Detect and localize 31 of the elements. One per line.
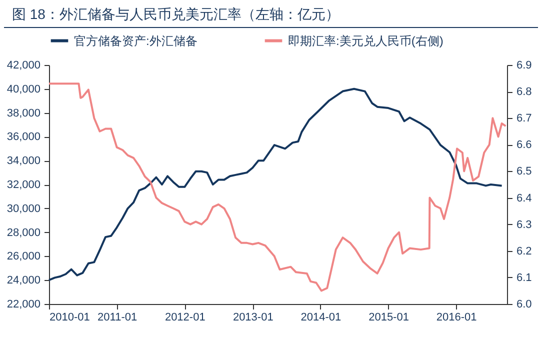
y-tick-label: 26,000: [6, 250, 40, 263]
y-tick-label: 36,000: [6, 131, 40, 144]
x-tick-label: 2015-01: [368, 312, 409, 324]
x-tick-label: 2013-01: [232, 312, 274, 324]
x-tick-label: 2012-01: [164, 312, 206, 324]
y-tick-label: 24,000: [6, 274, 40, 287]
y2-tick-label: 6.4: [516, 192, 532, 204]
legend-label: 官方储备资产:外汇储备: [74, 34, 198, 48]
legend-label: 即期汇率:美元兑人民币(右侧): [288, 34, 444, 48]
y2-tick-label: 6.1: [516, 272, 532, 284]
y-tick-label: 32,000: [6, 179, 40, 191]
y2-tick-label: 6.8: [516, 86, 532, 98]
y2-tick-label: 6.3: [516, 218, 532, 231]
x-tick-label: 2011-01: [98, 312, 138, 324]
y-tick-label: 34,000: [6, 155, 40, 168]
x-tick-label: 2016-01: [436, 312, 477, 324]
y-tick-label: 40,000: [6, 83, 40, 96]
y-tick-label: 30,000: [6, 202, 40, 215]
y2-tick-label: 6.0: [516, 298, 532, 310]
y2-tick-label: 6.9: [516, 60, 532, 72]
y-tick-label: 22,000: [6, 298, 40, 310]
y-tick-label: 38,000: [6, 107, 40, 120]
x-tick-label: 2010-01: [50, 312, 90, 324]
y2-tick-label: 6.5: [516, 166, 532, 178]
y2-tick-label: 6.7: [516, 112, 532, 125]
y-tick-label: 28,000: [6, 226, 40, 239]
y2-tick-label: 6.6: [516, 139, 532, 152]
chart-title: 图 18：外汇储备与人民币兑美元汇率（左轴：亿元）: [4, 0, 538, 28]
y-tick-label: 42,000: [6, 60, 40, 72]
y2-tick-label: 6.2: [516, 245, 532, 258]
x-tick-label: 2014-01: [300, 312, 342, 324]
